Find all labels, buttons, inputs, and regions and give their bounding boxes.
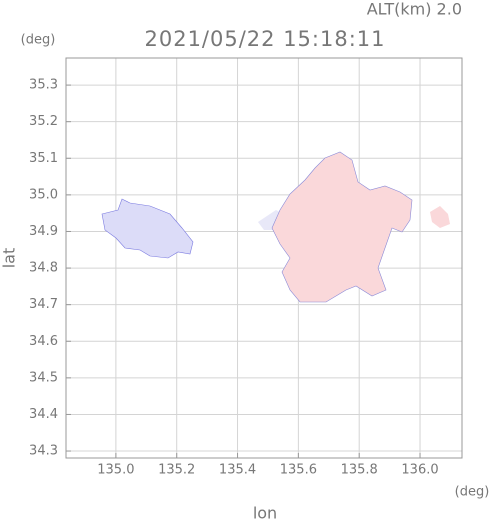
y-tick-label: 34.3 xyxy=(29,444,58,459)
y-tick-label: 35.1 xyxy=(29,151,58,166)
x-tick-label: 136.0 xyxy=(401,463,438,478)
echo-blue xyxy=(101,198,194,259)
x-unit: (deg) xyxy=(455,485,490,500)
echo-pink xyxy=(271,151,413,303)
echo-pink-small xyxy=(430,206,450,228)
y-tick-label: 34.6 xyxy=(29,334,58,349)
y-tick-label: 34.7 xyxy=(29,297,58,312)
y-unit: (deg) xyxy=(21,33,56,48)
y-tick-label: 34.9 xyxy=(29,224,58,239)
y-tick-label: 35.0 xyxy=(29,187,58,202)
y-axis-label: lat xyxy=(0,248,19,269)
y-tick-label: 34.8 xyxy=(29,261,58,276)
grid xyxy=(66,58,462,458)
echo-regions xyxy=(101,151,450,303)
x-tick-label: 135.6 xyxy=(280,463,317,478)
y-tick-label: 34.4 xyxy=(29,407,58,422)
x-tick-label: 135.0 xyxy=(97,463,134,478)
subtitle: ALT(km) 2.0 xyxy=(367,0,462,19)
y-tick-label: 35.2 xyxy=(29,114,58,129)
plot-frame xyxy=(65,57,463,459)
chart-title: 2021/05/22 15:18:11 xyxy=(144,27,385,51)
x-axis-label: lon xyxy=(253,504,277,521)
x-tick-label: 135.8 xyxy=(341,463,378,478)
x-tick-label: 135.4 xyxy=(219,463,256,478)
y-tick-label: 34.5 xyxy=(29,370,58,385)
x-tick-label: 135.2 xyxy=(158,463,195,478)
y-tick-label: 35.3 xyxy=(29,78,58,93)
